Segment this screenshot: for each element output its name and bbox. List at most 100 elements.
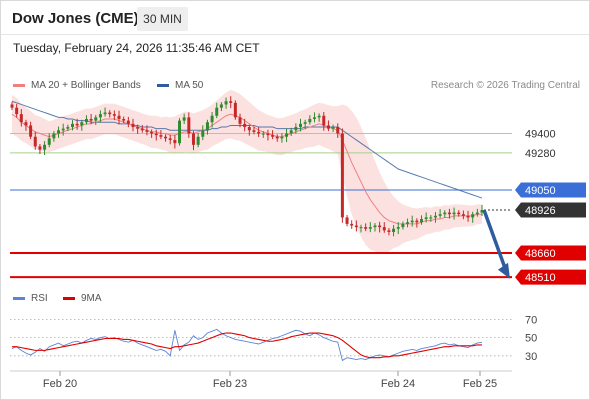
candle <box>117 115 121 119</box>
candle <box>308 118 312 123</box>
candle <box>38 146 42 150</box>
candle <box>84 118 88 123</box>
candle <box>354 225 358 228</box>
level-label-49050: 49050 <box>525 185 556 197</box>
datetime-label: Tuesday, February 24, 2026 11:35:46 AM C… <box>13 41 260 55</box>
rsi-line <box>11 328 483 362</box>
candle <box>29 125 33 137</box>
candle <box>415 220 419 223</box>
candle <box>131 123 135 128</box>
candle <box>326 125 330 129</box>
candle <box>396 227 400 229</box>
candle <box>438 214 442 216</box>
candle <box>126 120 130 124</box>
candle <box>182 117 186 121</box>
candle <box>145 130 149 132</box>
rsi-swatch <box>13 297 25 300</box>
instrument-title: Dow Jones (CME) <box>12 10 139 27</box>
candle <box>224 101 228 105</box>
candle <box>378 225 382 228</box>
candle <box>401 223 405 228</box>
ma50-line <box>11 100 483 199</box>
candle <box>210 115 214 123</box>
candle <box>475 212 479 215</box>
candle <box>429 217 433 219</box>
time-axis: Feb 20 Feb 23 Feb 24 Feb 25 <box>10 370 512 390</box>
candle <box>252 130 256 132</box>
forecast-arrow-shaft <box>482 209 508 272</box>
candle <box>392 228 396 232</box>
candle <box>247 127 251 131</box>
candle <box>57 130 61 134</box>
candle <box>373 225 377 228</box>
candle <box>19 114 23 123</box>
timeframe-button[interactable]: 30 MIN <box>137 7 188 31</box>
candle <box>261 133 265 135</box>
candle <box>447 212 451 215</box>
legend-ma20: MA 20 + Bollinger Bands <box>13 80 141 91</box>
candle <box>312 117 316 119</box>
candle <box>243 123 247 128</box>
candle <box>164 136 168 139</box>
legend-9ma: 9MA <box>63 293 102 304</box>
candle <box>443 212 447 215</box>
candle <box>196 136 200 145</box>
candle <box>289 130 293 134</box>
candle <box>345 217 349 224</box>
level-tag-48510 <box>515 269 586 285</box>
level-label-49280: 49280 <box>525 148 556 160</box>
level-label-48510: 48510 <box>525 272 556 284</box>
9ma-line <box>12 332 482 359</box>
candle <box>368 227 372 229</box>
time-tick-label: Feb 25 <box>463 378 497 390</box>
candle <box>280 136 284 139</box>
copyright-label: Research © 2026 Trading Central <box>430 80 580 91</box>
level-label-48660: 48660 <box>525 248 556 260</box>
candle <box>154 133 158 136</box>
candle <box>294 127 298 131</box>
candle <box>215 107 219 116</box>
rsi-tick-30: 30 <box>525 351 537 363</box>
candle <box>471 214 475 218</box>
legend-rsi: RSI <box>13 293 48 304</box>
candle <box>103 112 107 115</box>
candle <box>47 138 51 145</box>
ma9-swatch <box>63 297 75 300</box>
candle <box>94 117 98 121</box>
candle <box>359 227 363 229</box>
candle <box>275 136 279 139</box>
candle <box>350 223 354 226</box>
candle <box>285 133 289 137</box>
candle <box>322 115 326 126</box>
rsi-panel: 70 50 30 <box>10 314 537 363</box>
level-label-49400: 49400 <box>525 129 556 141</box>
candle <box>150 131 154 134</box>
forecast-arrow-head <box>498 262 510 279</box>
candle <box>112 114 116 116</box>
candle <box>98 114 102 118</box>
legend-ma50: MA 50 <box>157 80 203 91</box>
candle <box>178 120 182 144</box>
candle <box>229 101 233 103</box>
candle <box>33 136 37 147</box>
candle <box>136 127 140 129</box>
ma9-label: 9MA <box>81 293 102 304</box>
ma20-swatch <box>13 84 25 87</box>
candle <box>52 133 56 139</box>
candle <box>201 130 205 137</box>
level-tag-48660 <box>515 245 586 261</box>
rsi-tick-70: 70 <box>525 314 537 326</box>
time-tick-label: Feb 24 <box>381 378 415 390</box>
candle <box>75 123 79 126</box>
candle <box>108 112 112 115</box>
candle <box>266 133 270 136</box>
candle <box>191 133 195 145</box>
ma20-label: MA 20 + Bollinger Bands <box>31 80 141 91</box>
candle <box>24 122 28 126</box>
candle <box>420 219 424 223</box>
candle <box>168 138 172 140</box>
candle <box>461 214 465 216</box>
candle <box>187 117 191 134</box>
candle <box>340 133 344 218</box>
